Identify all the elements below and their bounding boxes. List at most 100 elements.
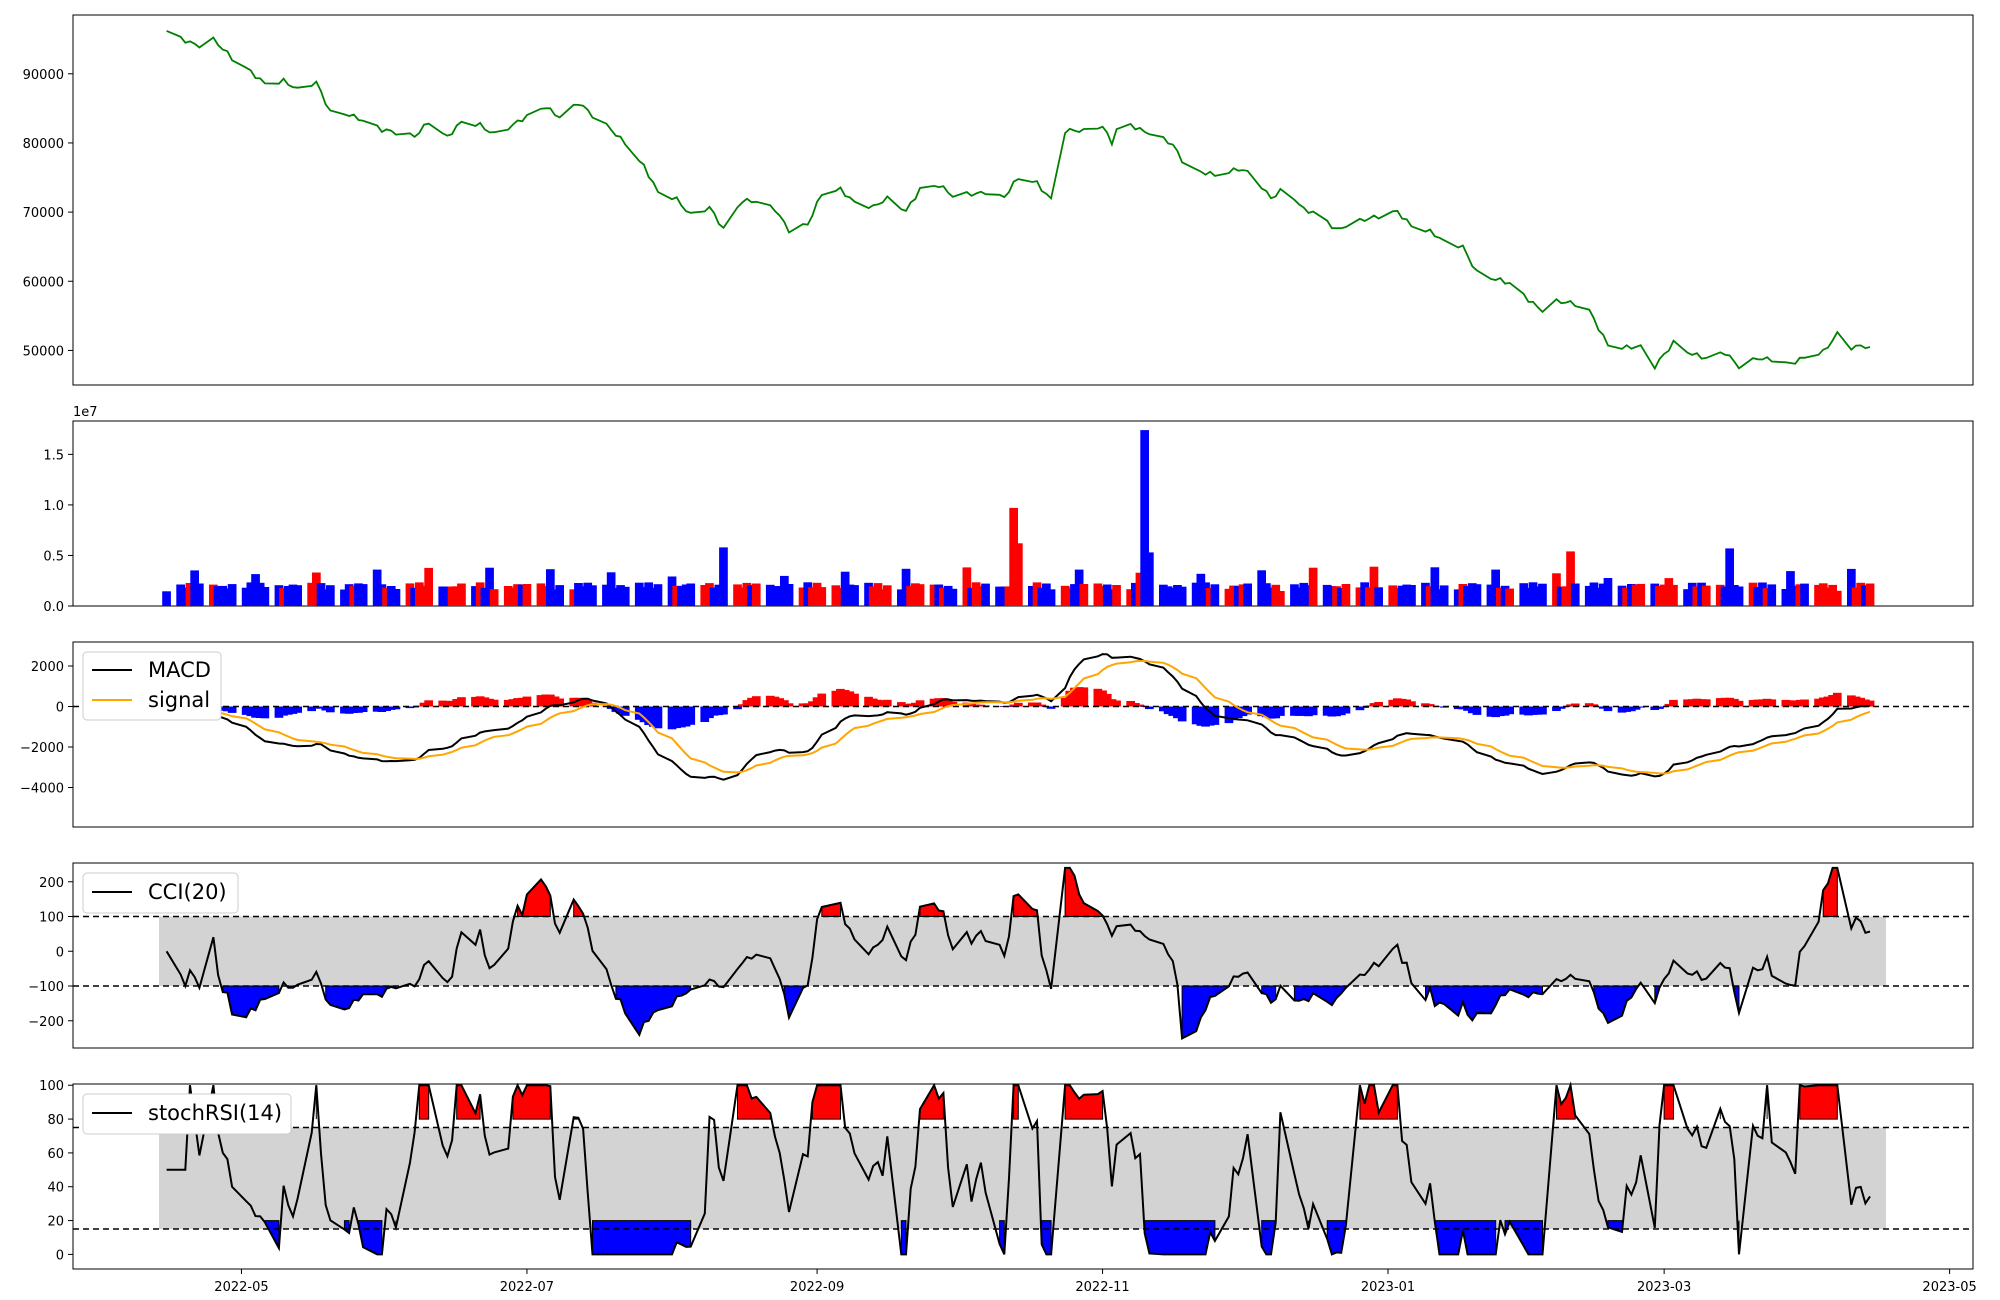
- volume-bar: [588, 585, 597, 606]
- macd-histogram-bar: [1589, 704, 1599, 707]
- volume-bar: [1734, 586, 1744, 606]
- volume-bar: [1163, 586, 1173, 606]
- macd-histogram-bar: [246, 706, 256, 717]
- volume-bar: [967, 587, 976, 606]
- volume-bar: [1524, 587, 1533, 606]
- macd-histogram-bar: [705, 706, 714, 719]
- macd-histogram-bar: [1622, 706, 1631, 712]
- volume-bar: [485, 567, 494, 606]
- macd-histogram-bar: [1701, 699, 1711, 707]
- volume-bar: [1238, 584, 1248, 606]
- volume-axes-frame: [72, 420, 1974, 607]
- volume-bar: [1177, 586, 1187, 606]
- macd-histogram-bar: [747, 697, 756, 707]
- volume-bar: [162, 591, 171, 606]
- macd-histogram-bar: [831, 690, 841, 707]
- macd-histogram-bar: [1126, 701, 1135, 707]
- volume-bar: [195, 583, 204, 606]
- macd-histogram-bar: [737, 704, 747, 707]
- price-ytick-label: 50000: [23, 344, 64, 359]
- macd-histogram-bar: [1767, 699, 1777, 707]
- volume-bar: [1257, 570, 1266, 606]
- volume-bar: [415, 582, 424, 606]
- volume-bar: [1463, 585, 1472, 606]
- volume-bar: [1402, 584, 1412, 606]
- macd-histogram-bar: [1388, 699, 1398, 707]
- volume-bar: [209, 584, 218, 606]
- macd-histogram-bar: [1715, 698, 1725, 707]
- macd-histogram-bar: [283, 706, 293, 715]
- volume-bar: [751, 583, 761, 606]
- volume-bar: [639, 587, 649, 606]
- macd-histogram-bar: [770, 696, 780, 707]
- macd-histogram-bar: [307, 706, 316, 712]
- macd-histogram-bar: [1458, 706, 1468, 710]
- macd-histogram-bar: [489, 699, 499, 707]
- macd-histogram-bar: [1467, 706, 1477, 714]
- macd-histogram-bar: [1725, 697, 1734, 707]
- volume-bar: [293, 585, 302, 606]
- macd-histogram-bar: [803, 703, 813, 707]
- volume-ytick-label: 1.5: [43, 448, 64, 463]
- volume-bar: [1851, 587, 1861, 606]
- volume-bar: [1636, 583, 1646, 606]
- macd-histogram-bar: [382, 706, 391, 711]
- volume-bar: [574, 583, 583, 606]
- volume-bar: [677, 586, 686, 606]
- volume-bar: [1131, 582, 1140, 606]
- macd-histogram-bar: [1636, 706, 1646, 708]
- macd-histogram-bar: [1781, 699, 1791, 707]
- stoch-ytick-label: 20: [47, 1215, 64, 1230]
- volume-bar: [522, 584, 532, 606]
- volume-bar: [831, 585, 841, 606]
- x-tick-label: 2022-09: [790, 1280, 844, 1295]
- volume-bar: [1168, 587, 1178, 606]
- stoch-ytick-label: 60: [47, 1147, 64, 1162]
- macd-histogram-bar: [1421, 703, 1430, 707]
- volume-bar: [1093, 583, 1103, 606]
- macd-histogram-bar: [1191, 706, 1201, 725]
- macd-histogram-bar: [1669, 699, 1678, 707]
- volume-bar: [1701, 585, 1711, 606]
- macd-histogram-bar: [1266, 706, 1276, 719]
- volume-bar: [1191, 582, 1201, 606]
- macd-histogram-bar: [1196, 706, 1206, 726]
- volume-bar: [700, 585, 710, 606]
- macd-histogram-bar: [1748, 700, 1758, 707]
- macd-histogram-bar: [1257, 706, 1266, 717]
- volume-bar: [1861, 585, 1870, 606]
- volume-bar: [326, 585, 335, 606]
- macd-histogram-bar: [1533, 706, 1543, 715]
- volume-bar: [1196, 573, 1206, 606]
- volume-bar: [1556, 586, 1566, 606]
- macd-histogram-bar: [1341, 706, 1351, 714]
- macd-histogram-bar: [517, 697, 527, 707]
- macd-histogram-bar: [1037, 704, 1047, 707]
- macd-histogram-bar: [1795, 699, 1805, 707]
- volume-bar: [1519, 583, 1529, 606]
- macd-histogram-bar: [1369, 703, 1379, 707]
- macd-ytick-label: −4000: [20, 782, 64, 797]
- volume-bar: [1243, 583, 1252, 606]
- volume-bar: [443, 586, 452, 606]
- volume-bar: [1683, 589, 1692, 606]
- volume-bar: [480, 587, 490, 606]
- macd-histogram-bar: [1500, 706, 1510, 716]
- x-tick-label: 2022-07: [500, 1280, 554, 1295]
- price-ytick-label: 60000: [23, 275, 64, 290]
- volume-bar: [1037, 587, 1047, 606]
- volume-bar: [1570, 583, 1580, 606]
- macd-histogram-bar: [218, 706, 228, 711]
- signal-line: [166, 659, 1871, 775]
- macd-ytick-label: 2000: [31, 660, 64, 675]
- macd-histogram-bar: [1496, 706, 1505, 717]
- macd-histogram-bar: [1276, 706, 1285, 716]
- volume-bar: [1365, 587, 1374, 606]
- macd-histogram-bar: [733, 706, 742, 710]
- volume-bar: [1486, 584, 1496, 606]
- volume-bar: [279, 588, 288, 606]
- macd-histogram-bar: [1014, 702, 1023, 707]
- macd-histogram-bar: [1463, 706, 1472, 711]
- volume-bar: [897, 589, 906, 606]
